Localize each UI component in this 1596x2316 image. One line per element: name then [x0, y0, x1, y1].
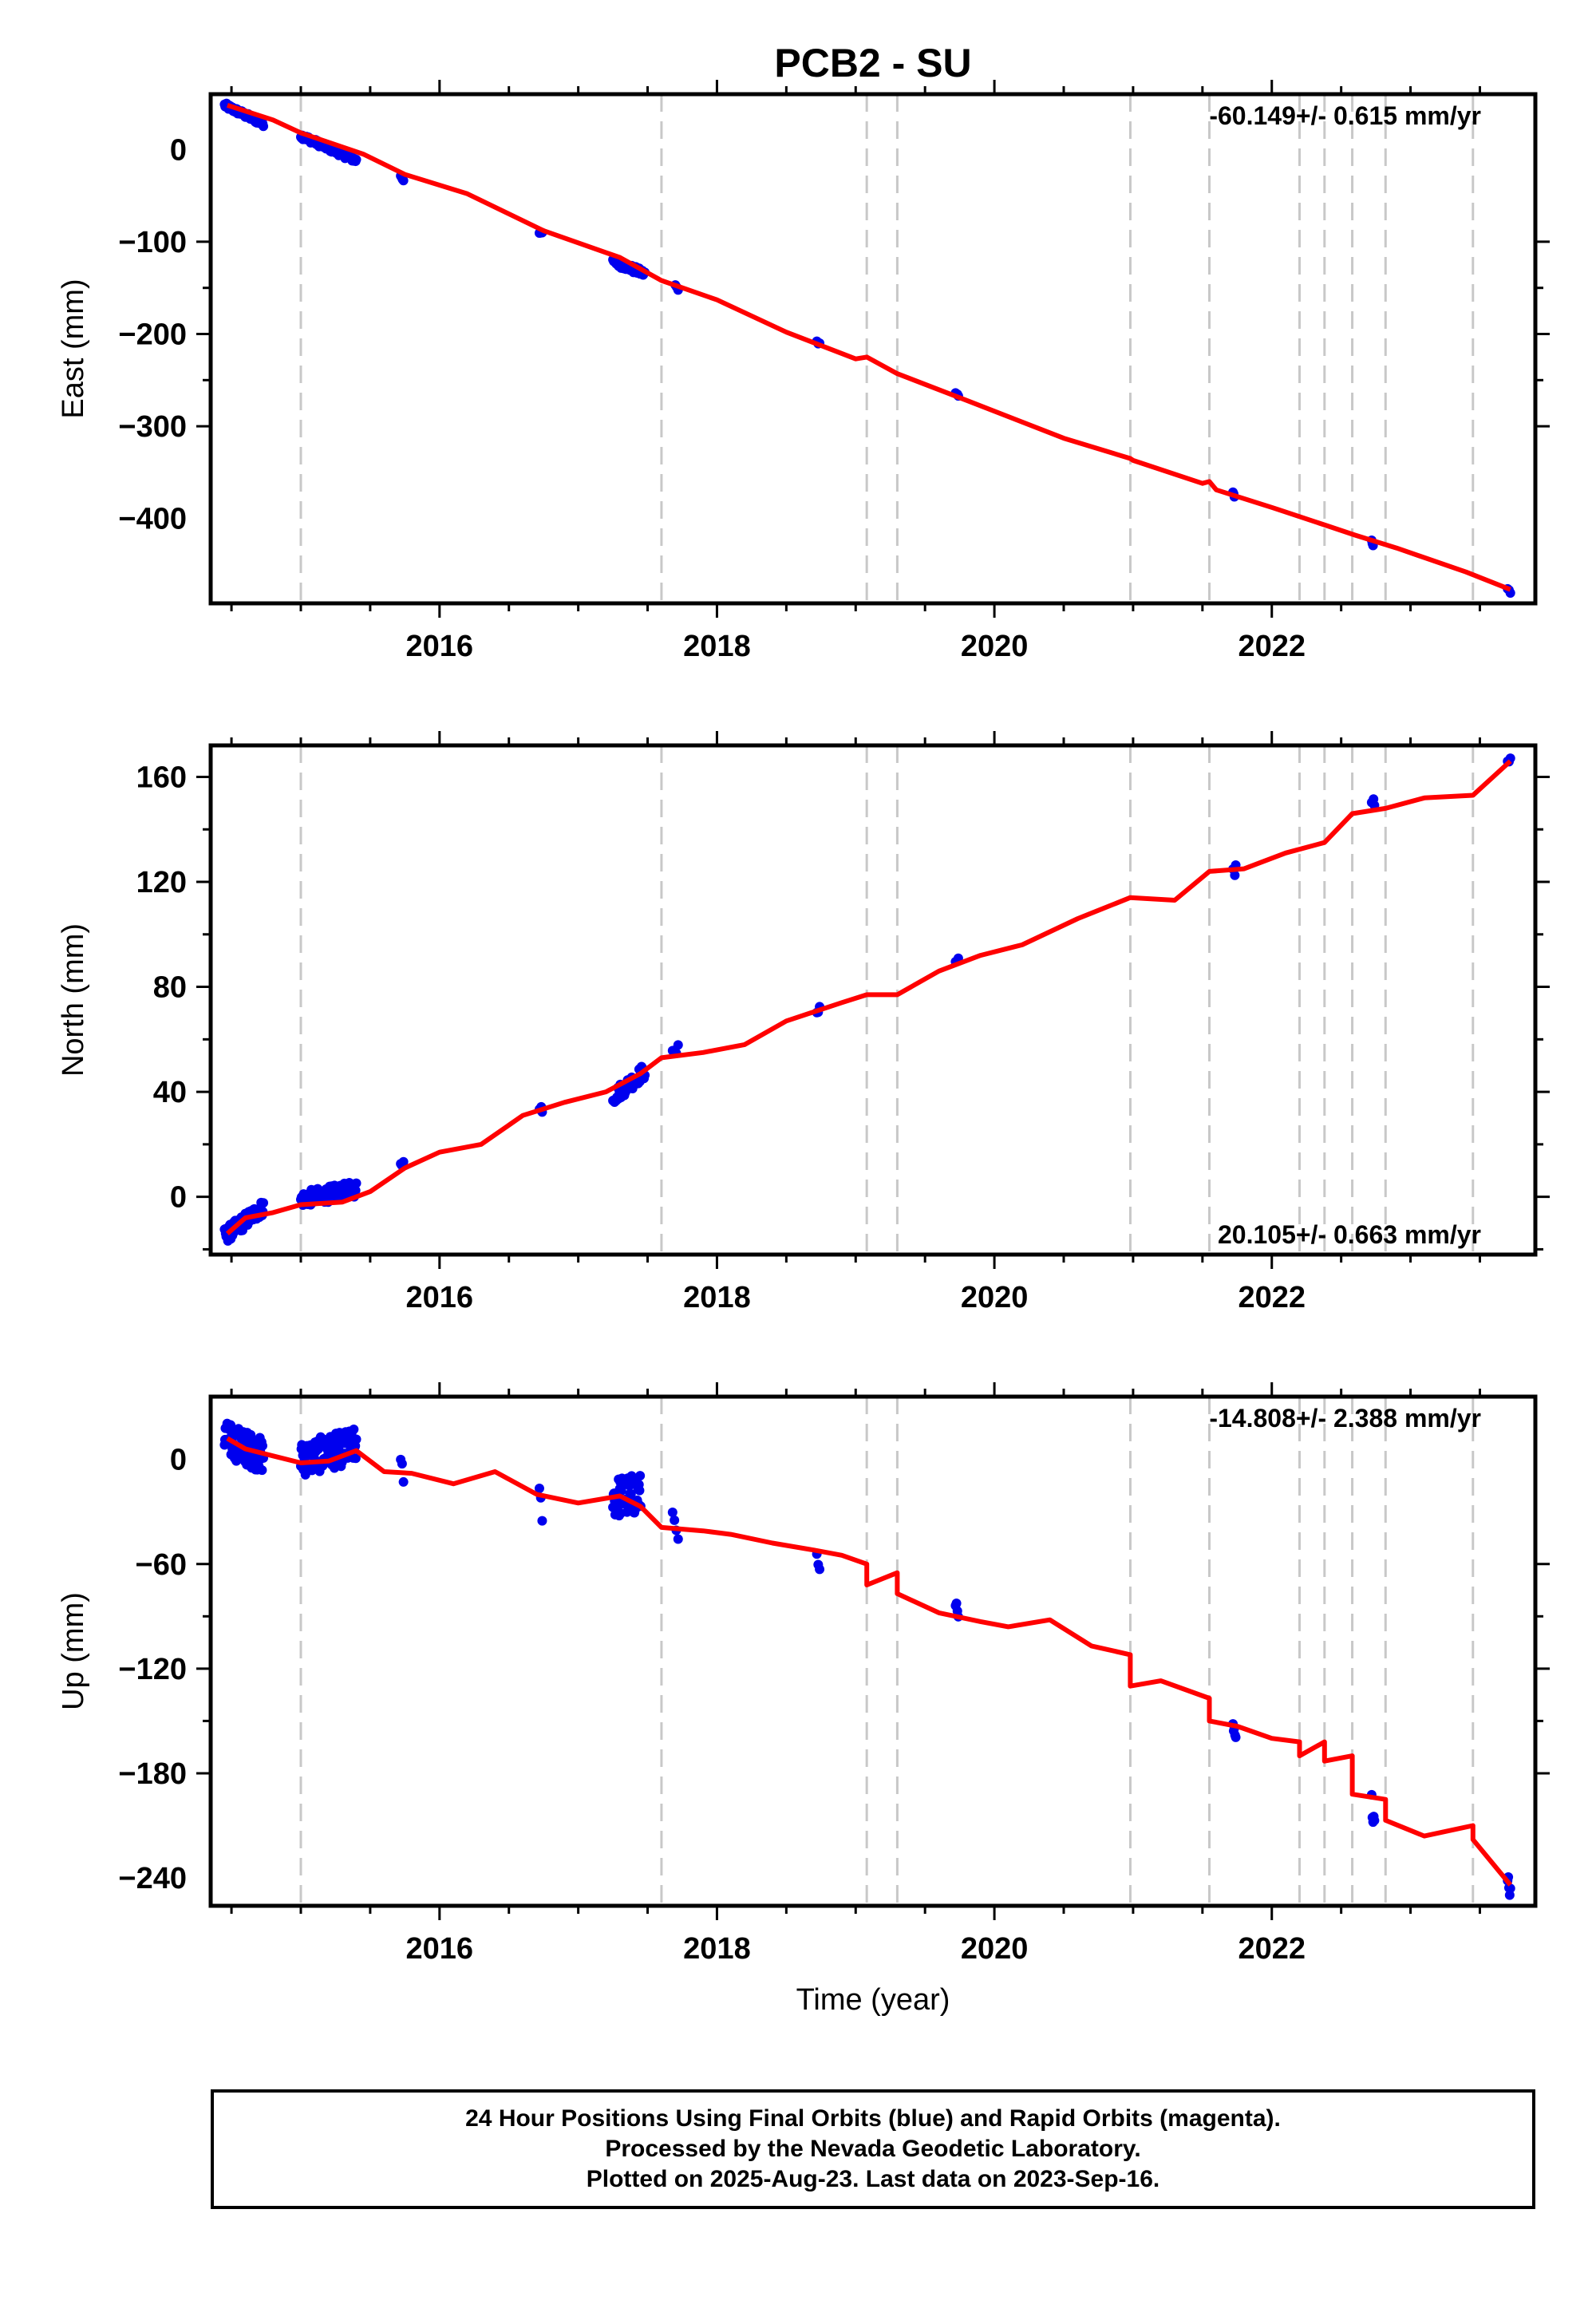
data-point	[351, 1178, 361, 1188]
data-point	[1230, 870, 1240, 880]
data-point	[537, 1516, 547, 1526]
chart-title: PCB2 - SU	[774, 41, 971, 85]
x-tick-label: 2018	[683, 630, 751, 663]
plot-area	[211, 745, 1535, 1255]
y-tick-label: 120	[136, 866, 187, 899]
y-tick-label: −200	[118, 318, 187, 352]
data-point	[534, 1483, 544, 1493]
data-point	[351, 1434, 361, 1445]
x-tick-label: 2018	[683, 1281, 751, 1314]
x-tick-label: 2018	[683, 1932, 751, 1966]
data-point	[951, 1598, 962, 1608]
data-point	[398, 1156, 409, 1167]
panel-north: 2016 2018 2020 2022 0 40 80 120 160 North (mm) 20.…	[57, 731, 1550, 1314]
data-point	[257, 1465, 267, 1476]
data-point	[635, 1471, 646, 1481]
plot-frame	[208, 743, 1538, 1257]
data-point	[1505, 1883, 1515, 1894]
data-point	[1369, 1816, 1380, 1826]
x-tick-label: 2020	[961, 1281, 1029, 1314]
y-tick-label: 40	[153, 1076, 187, 1109]
x-axis-label: Time (year)	[796, 1983, 950, 2017]
y-tick-label: −180	[118, 1757, 187, 1791]
data-point	[397, 1459, 407, 1469]
data-point	[398, 1476, 409, 1487]
x-tick-label: 2020	[961, 630, 1029, 663]
footer-line-plotted: Plotted on 2025-Aug-23. Last data on 202…	[586, 2166, 1160, 2192]
y-tick-label: 0	[170, 133, 187, 167]
y-tick-label: 0	[170, 1444, 187, 1477]
y-axis-label: East (mm)	[57, 279, 90, 418]
plot-area	[211, 94, 1535, 603]
data-point	[634, 1485, 645, 1496]
rate-label: 20.105+/- 0.663 mm/yr	[1218, 1220, 1481, 1249]
data-point	[350, 1453, 361, 1464]
data-point	[351, 154, 361, 164]
data-point	[667, 1507, 678, 1517]
data-point	[670, 1515, 680, 1525]
y-tick-label: −400	[118, 503, 187, 536]
x-tick-label: 2016	[406, 630, 474, 663]
plot-frame	[208, 1394, 1538, 1908]
x-tick-label: 2020	[961, 1932, 1029, 1966]
plot-frame	[208, 92, 1538, 606]
model-line	[225, 759, 1512, 1235]
model-line	[226, 103, 1511, 592]
data-point	[259, 1198, 269, 1208]
y-tick-label: −120	[118, 1653, 187, 1686]
x-tick-label: 2022	[1238, 1281, 1306, 1314]
rate-label: -14.808+/- 2.388 mm/yr	[1209, 1404, 1481, 1433]
data-point	[673, 1040, 683, 1050]
model-line	[226, 1436, 1513, 1887]
x-tick-label: 2016	[406, 1932, 474, 1966]
data-point	[398, 176, 409, 186]
y-tick-label: −240	[118, 1862, 187, 1895]
y-tick-label: −60	[136, 1548, 187, 1582]
y-axis-label: North (mm)	[57, 923, 90, 1077]
data-point	[257, 1441, 267, 1451]
footer-line-processed: Processed by the Nevada Geodetic Laborat…	[605, 2136, 1141, 2162]
panel-east: 2016 2018 2020 2022 0 −100 −200 −300 −400 East (m…	[57, 80, 1550, 663]
data-point	[259, 121, 269, 132]
x-tick-label: 2022	[1238, 1932, 1306, 1966]
data-point	[815, 1564, 825, 1575]
x-tick-label: 2016	[406, 1281, 474, 1314]
data-point	[349, 1424, 359, 1434]
footer-line-orbits: 24 Hour Positions Using Final Orbits (bl…	[465, 2105, 1281, 2132]
plot-area	[211, 1397, 1535, 1906]
data-point	[350, 1185, 361, 1196]
y-tick-label: 80	[153, 971, 187, 1005]
x-tick-label: 2022	[1238, 630, 1306, 663]
footer-box: 24 Hour Positions Using Final Orbits (bl…	[211, 2089, 1535, 2209]
y-tick-label: 0	[170, 1181, 187, 1215]
y-tick-label: 160	[136, 761, 187, 794]
panel-up: 2016 2018 2020 2022 0 −60 −120 −180 −240 Up (mm) -…	[57, 1382, 1550, 1966]
y-axis-label: Up (mm)	[57, 1592, 90, 1710]
data-point	[1231, 1732, 1241, 1742]
data-point	[673, 1534, 683, 1544]
y-tick-label: −100	[118, 226, 187, 259]
y-tick-label: −300	[118, 410, 187, 444]
rate-label: -60.149+/- 0.615 mm/yr	[1209, 101, 1481, 130]
